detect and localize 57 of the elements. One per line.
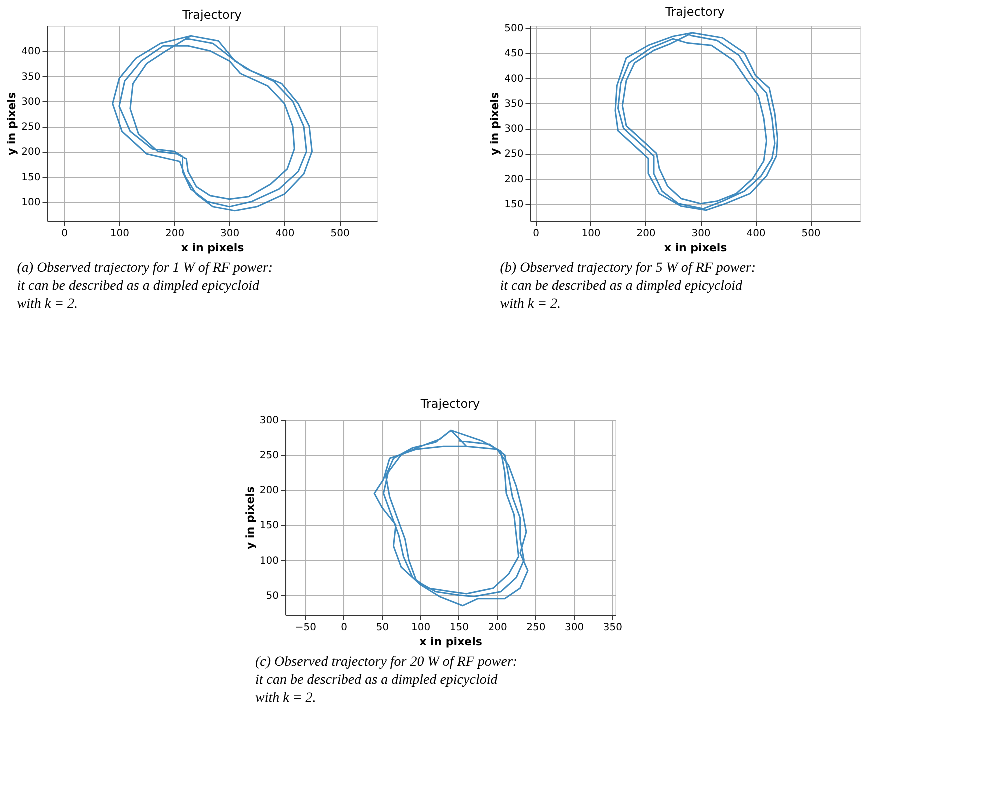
x-tick-label: 250 <box>526 622 546 634</box>
y-axis-title: y in pixels <box>6 92 19 156</box>
y-tick-label: 450 <box>504 48 524 60</box>
y-axis-title: y in pixels <box>488 92 502 156</box>
y-tick-label: 200 <box>260 486 280 497</box>
y-tick-label: 300 <box>504 124 524 136</box>
line-series <box>374 430 529 607</box>
y-tick-label: 300 <box>260 416 280 426</box>
x-tick-label: 300 <box>692 228 711 240</box>
y-axis-title: y in pixels <box>244 486 257 550</box>
x-tick-label: 200 <box>488 622 508 634</box>
y-tick-label: 150 <box>504 199 524 210</box>
y-tick-label: 250 <box>260 450 280 462</box>
x-tick-label: 300 <box>565 622 584 634</box>
x-tick-label: 350 <box>603 622 622 634</box>
x-tick-label: 100 <box>412 622 431 634</box>
y-tick-label: 350 <box>22 72 41 83</box>
y-tick-label: 100 <box>22 197 41 208</box>
y-tick-label: 150 <box>22 172 41 184</box>
y-tick-label: 400 <box>504 74 524 85</box>
y-tick-label: 300 <box>22 96 41 108</box>
x-tick-label: 0 <box>533 228 540 240</box>
x-tick-label: 150 <box>450 622 469 634</box>
x-axis-title: x in pixels <box>664 242 728 254</box>
y-tick-label: 250 <box>22 122 41 134</box>
x-tick-label: 100 <box>110 228 130 240</box>
x-tick-label: 400 <box>746 228 766 240</box>
line-series <box>112 35 313 212</box>
x-tick-label: 100 <box>582 228 601 240</box>
y-tick-label: 150 <box>260 520 280 532</box>
text: (b) Observed trajectory for 5 W of RF power: it can be described as a dimpled epicycloid with k = 2. <box>500 261 756 312</box>
chart-title: Trajectory <box>182 8 242 22</box>
text: (c) Observed trajectory for 20 W of RF power: it can be described as a dimpled epicycloid with k = 2. <box>256 655 518 706</box>
x-tick-label: 500 <box>330 228 350 240</box>
chart-title: Trajectory <box>420 397 480 411</box>
x-tick-label: 0 <box>341 622 348 634</box>
y-tick-label: 200 <box>22 147 41 158</box>
x-tick-label: 400 <box>276 228 295 240</box>
x-axis-title: x in pixels <box>181 242 245 254</box>
x-tick-label: −50 <box>295 622 317 634</box>
x-tick-label: 300 <box>220 228 240 240</box>
x-tick-label: 0 <box>62 228 68 240</box>
chart-title: Trajectory <box>664 5 725 20</box>
x-tick-label: 200 <box>165 228 185 240</box>
x-axis-title: x in pixels <box>420 636 483 648</box>
line-series <box>614 32 778 212</box>
y-tick-label: 100 <box>260 556 280 567</box>
y-tick-label: 250 <box>504 149 524 160</box>
y-tick-label: 200 <box>504 174 524 186</box>
x-tick-label: 500 <box>802 228 821 240</box>
y-tick-label: 400 <box>22 46 41 58</box>
x-tick-label: 200 <box>636 228 656 240</box>
y-tick-label: 500 <box>504 24 524 35</box>
y-tick-label: 350 <box>504 98 524 110</box>
x-tick-label: 50 <box>376 622 390 634</box>
y-tick-label: 50 <box>266 590 280 602</box>
text: (a) Observed trajectory for 1 W of RF power: it can be described as a dimpled epicycloid with k = 2. <box>17 261 274 312</box>
